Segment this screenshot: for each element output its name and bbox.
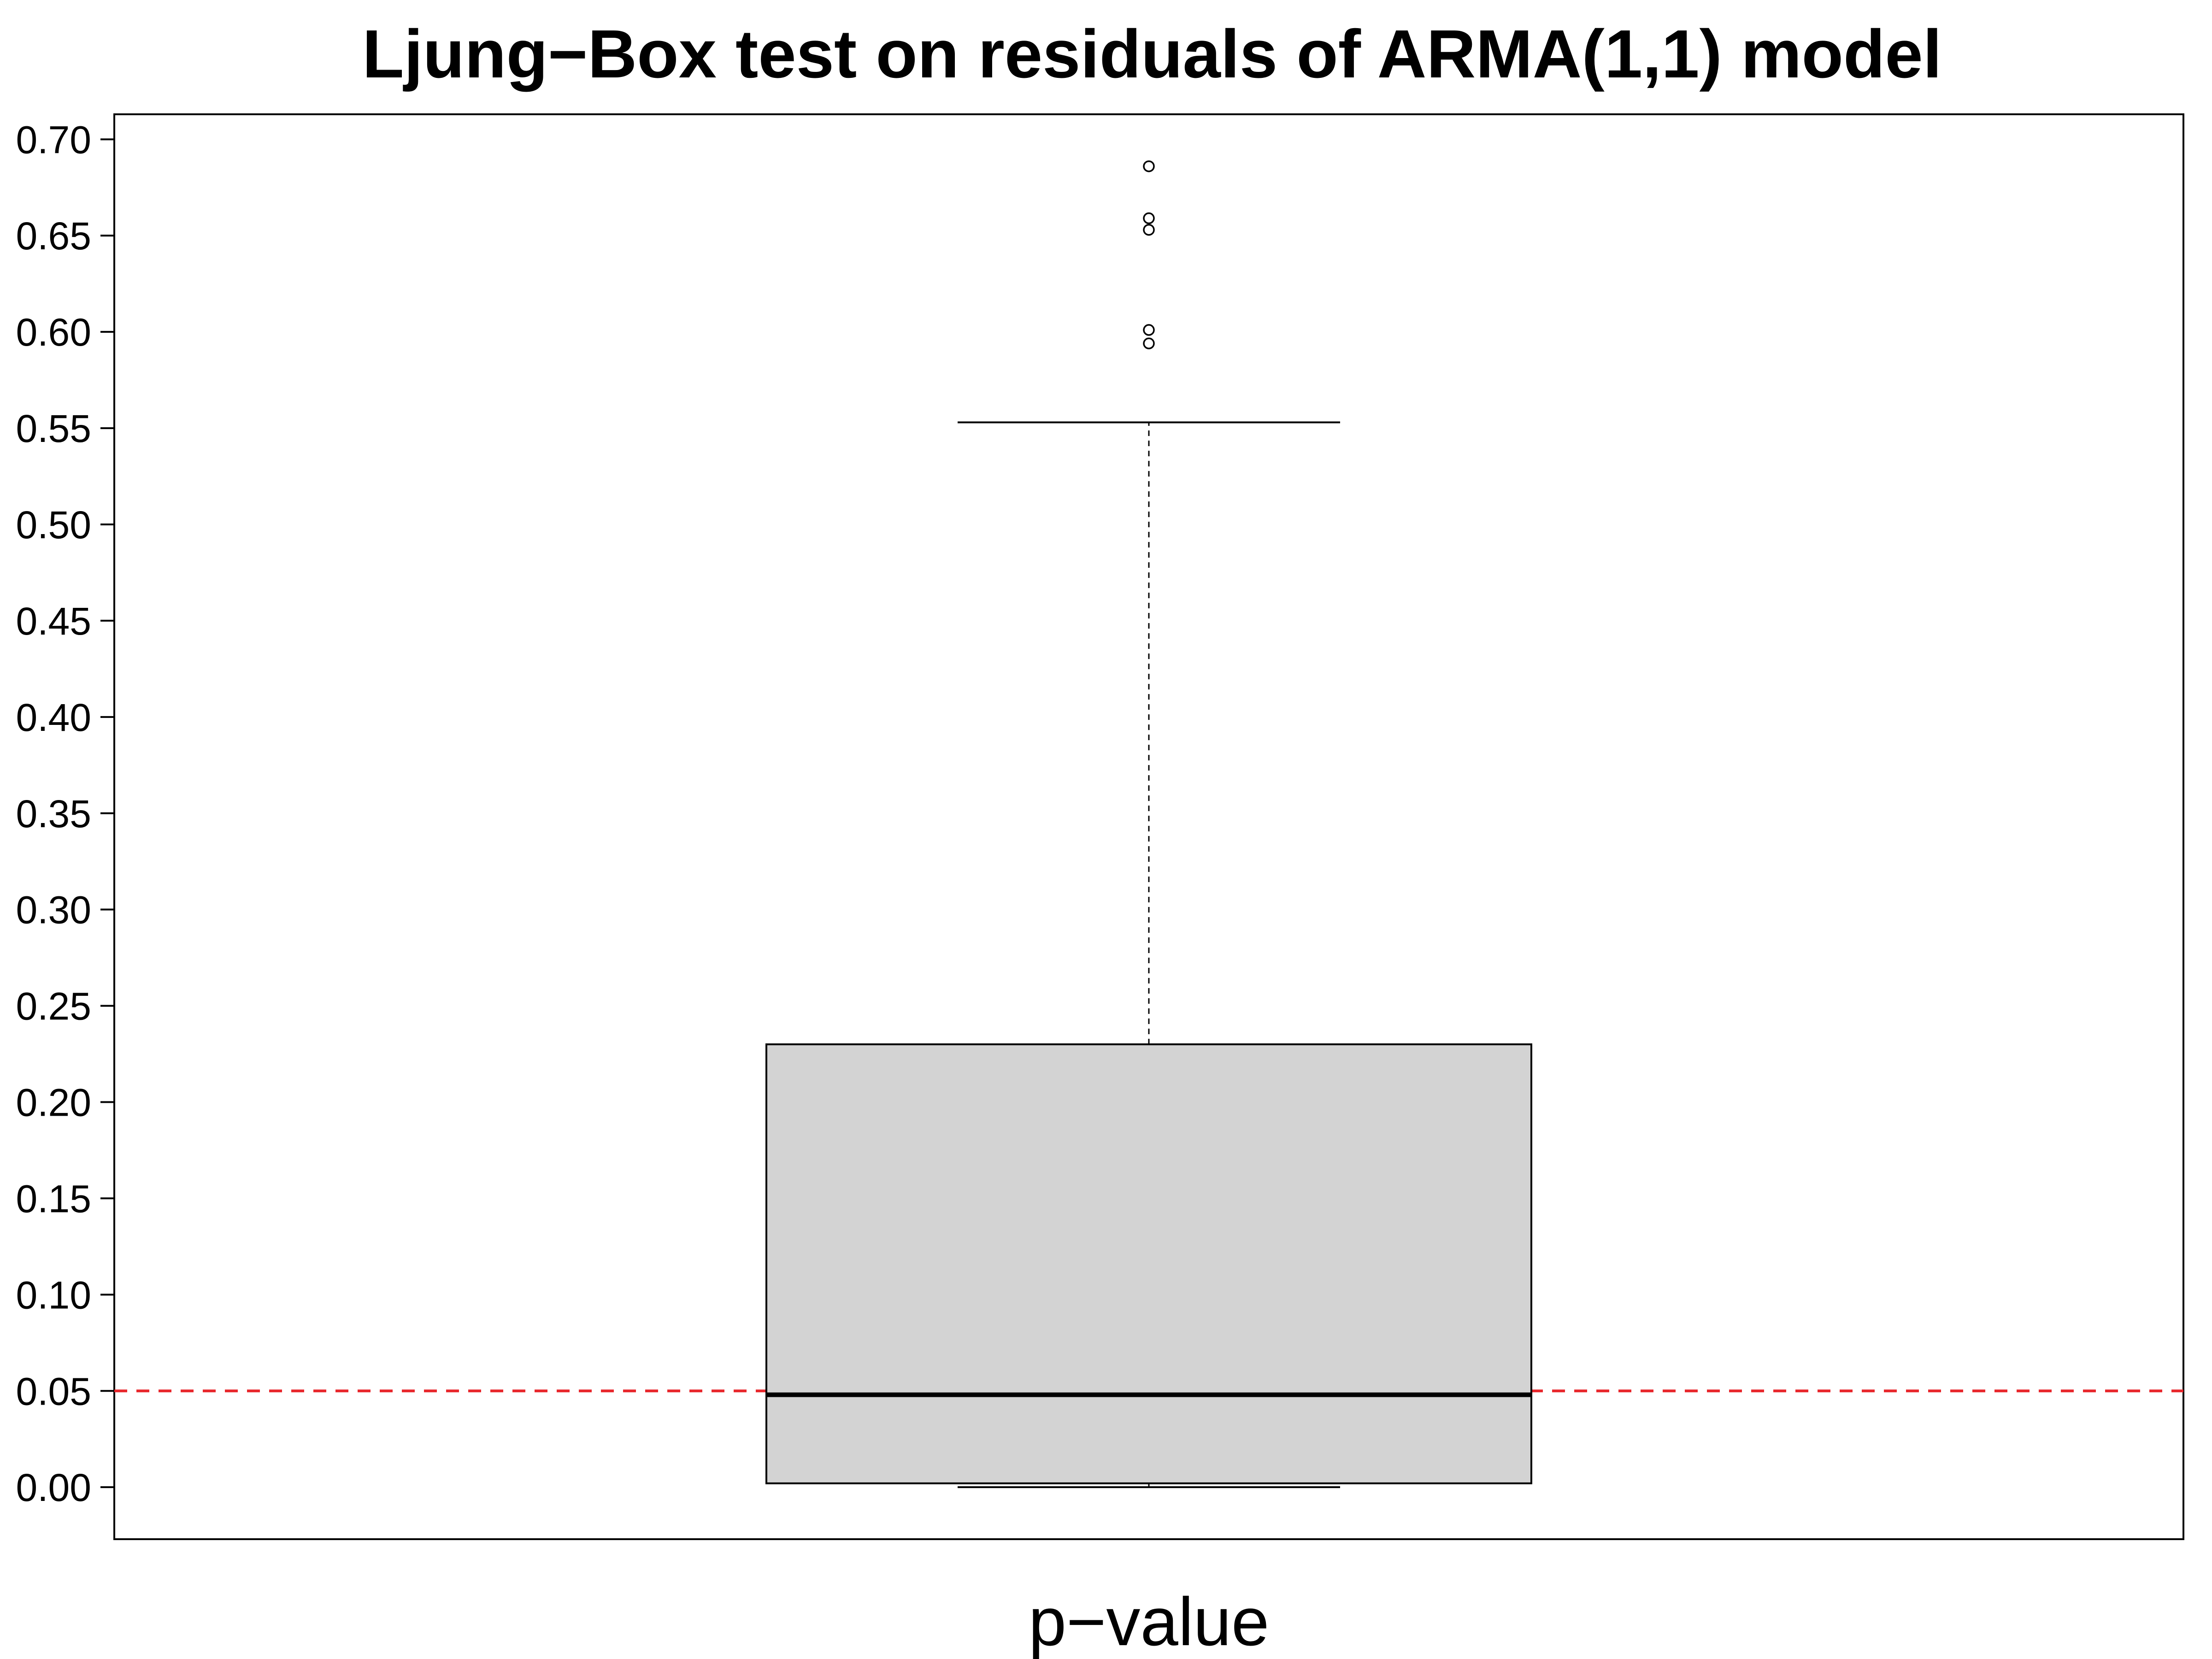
y-tick-label: 0.10: [16, 1273, 92, 1317]
outlier-point: [1143, 212, 1155, 224]
y-tick-label: 0.55: [16, 407, 92, 450]
y-tick-label: 0.60: [16, 311, 92, 354]
y-tick-label: 0.15: [16, 1177, 92, 1220]
plot-frame: [113, 113, 2184, 1540]
y-tick-label: 0.45: [16, 600, 92, 643]
x-axis-label: p−value: [1029, 1584, 1270, 1659]
y-tick-label: 0.20: [16, 1081, 92, 1124]
y-tick-label: 0.65: [16, 214, 92, 258]
y-axis: 0.00 0.05 0.10 0.15 0.20 0.25 0.30 0.35 0.40 0.45…: [16, 118, 114, 1509]
box-layer: [765, 421, 1532, 1488]
y-tick-label: 0.35: [16, 792, 92, 835]
y-tick-label: 0.25: [16, 985, 92, 1028]
y-tick-label: 0.40: [16, 696, 92, 739]
outlier-point: [1143, 224, 1155, 236]
y-tick-label: 0.50: [16, 503, 92, 547]
outlier-point: [1143, 337, 1155, 349]
y-tick-label: 0.70: [16, 118, 92, 161]
interquartile-box: [765, 1043, 1532, 1484]
y-tick-label: 0.00: [16, 1466, 92, 1509]
y-tick-label: 0.30: [16, 888, 92, 932]
outlier-layer: [1143, 160, 1155, 349]
outlier-point: [1143, 324, 1155, 336]
outlier-point: [1143, 160, 1155, 172]
chart-title: Ljung−Box test on residuals of ARMA(1,1)…: [362, 16, 1942, 92]
y-tick-label: 0.05: [16, 1370, 92, 1413]
